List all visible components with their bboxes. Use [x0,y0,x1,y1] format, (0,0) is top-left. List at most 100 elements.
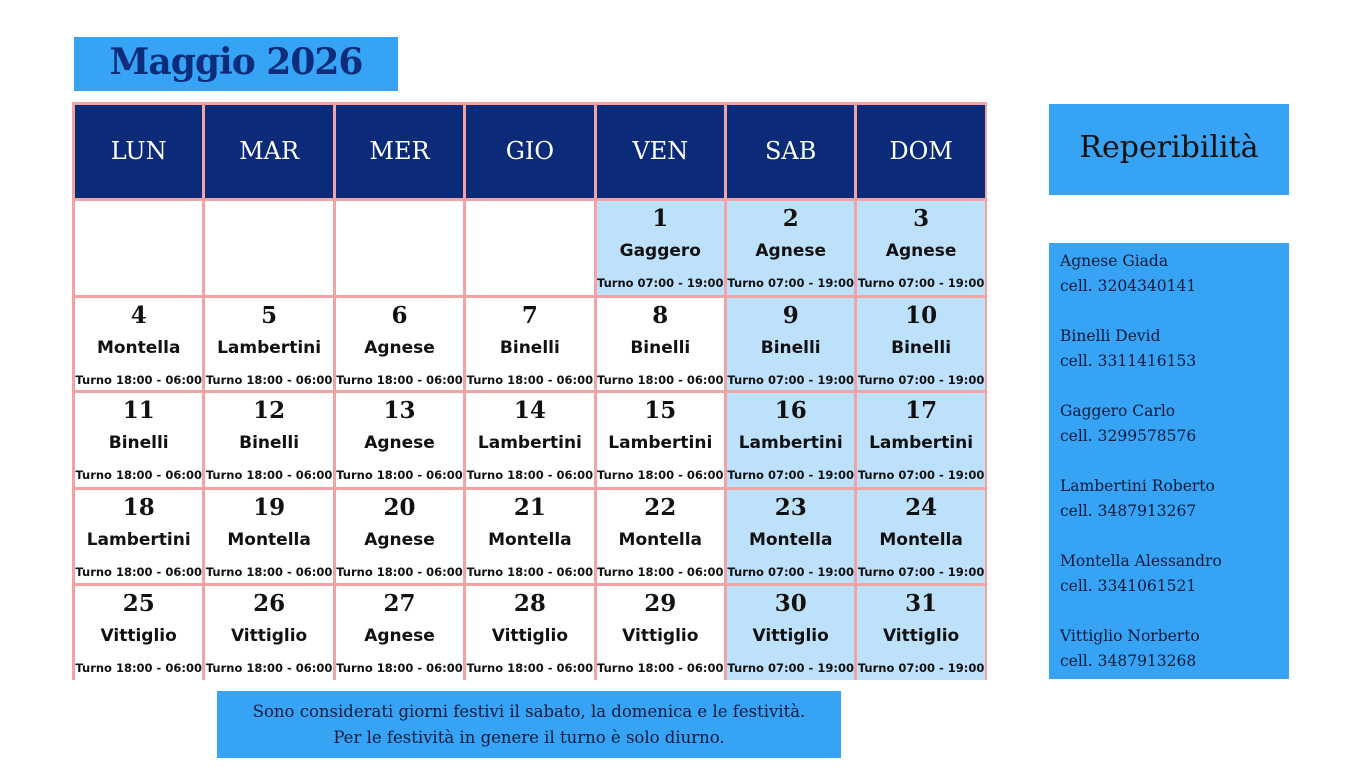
calendar-grid: LUN MAR MER GIO VEN SAB DOM 1 Gaggero Turno 07:00… [72,102,987,680]
shift-time: Turno 18:00 - 06:00 [336,373,463,387]
shift-time: Turno 18:00 - 06:00 [336,565,463,579]
day-cell: 19 Montella Turno 18:00 - 06:00 [205,490,333,583]
day-number: 10 [905,302,938,329]
shift-time: Turno 18:00 - 06:00 [205,661,333,675]
day-number: 12 [253,397,286,424]
day-number: 17 [905,397,938,424]
contact-phone: cell. 3299578576 [1060,427,1197,445]
day-cell: 21 Montella Turno 18:00 - 06:00 [466,490,594,583]
shift-time: Turno 18:00 - 06:00 [466,565,594,579]
shift-time: Turno 18:00 - 06:00 [466,661,594,675]
contact-name: Montella Alessandro [1060,552,1222,570]
day-cell: 9 Binelli Turno 07:00 - 19:00 [727,298,855,390]
contact-phone: cell. 3487913268 [1060,652,1197,670]
day-cell: 28 Vittiglio Turno 18:00 - 06:00 [466,586,594,680]
on-call-name: Binelli [891,338,952,358]
contact: Binelli Devid cell. 3311416153 [1060,324,1278,399]
day-number: 7 [521,302,538,329]
on-call-name: Binelli [239,433,300,453]
day-cell: 23 Montella Turno 07:00 - 19:00 [727,490,855,583]
day-number: 24 [905,494,938,521]
day-number: 25 [122,590,155,617]
shift-time: Turno 07:00 - 19:00 [857,661,985,675]
day-number: 14 [513,397,546,424]
day-cell: 16 Lambertini Turno 07:00 - 19:00 [727,393,855,487]
day-number: 2 [782,205,799,232]
day-cell: 10 Binelli Turno 07:00 - 19:00 [857,298,985,390]
day-cell: 22 Montella Turno 18:00 - 06:00 [596,490,724,583]
shift-time: Turno 18:00 - 06:00 [205,373,333,387]
day-cell: 4 Montella Turno 18:00 - 06:00 [75,298,203,390]
on-call-name: Agnese [755,241,826,261]
day-cell: 29 Vittiglio Turno 18:00 - 06:00 [596,586,724,680]
contact-name: Gaggero Carlo [1060,402,1176,420]
shift-time: Turno 07:00 - 19:00 [727,661,854,675]
day-cell [75,201,203,295]
shift-time: Turno 07:00 - 19:00 [727,565,854,579]
day-cell: 2 Agnese Turno 07:00 - 19:00 [727,201,855,295]
day-number: 3 [913,205,930,232]
shift-time: Turno 18:00 - 06:00 [75,565,202,579]
day-cell [335,201,464,295]
contact-list: Agnese Giada cell. 3204340141 Binelli Devi… [1049,243,1289,679]
contact: Lambertini Roberto cell. 3487913267 [1060,474,1278,549]
shift-time: Turno 07:00 - 19:00 [857,565,985,579]
day-number: 19 [253,494,286,521]
day-cell: 14 Lambertini Turno 18:00 - 06:00 [466,393,594,487]
day-number: 22 [644,494,677,521]
on-call-name: Agnese [364,433,435,453]
day-number: 6 [391,302,408,329]
day-cell: 17 Lambertini Turno 07:00 - 19:00 [857,393,985,487]
day-number: 30 [774,590,807,617]
contact-phone: cell. 3487913267 [1060,502,1197,520]
weekday-header: GIO [466,105,594,198]
weekday-header: LUN [75,105,203,198]
day-cell: 25 Vittiglio Turno 18:00 - 06:00 [75,586,203,680]
day-cell: 8 Binelli Turno 18:00 - 06:00 [596,298,724,390]
shift-time: Turno 07:00 - 19:00 [857,276,985,290]
day-number: 11 [122,397,155,424]
on-call-name: Lambertini [477,433,582,453]
day-cell: 20 Agnese Turno 18:00 - 06:00 [335,490,464,583]
shift-time: Turno 18:00 - 06:00 [597,468,724,482]
day-cell: 18 Lambertini Turno 18:00 - 06:00 [75,490,203,583]
shift-time: Turno 18:00 - 06:00 [597,565,724,579]
day-number: 4 [130,302,147,329]
day-number: 21 [513,494,546,521]
day-number: 26 [253,590,286,617]
shift-time: Turno 07:00 - 19:00 [597,276,724,290]
on-call-name: Agnese [364,530,435,550]
on-call-name: Binelli [108,433,169,453]
day-number: 16 [774,397,807,424]
on-call-name: Montella [618,530,703,550]
sidebar-title: Reperibilità [1049,104,1289,195]
shift-time: Turno 07:00 - 19:00 [727,373,854,387]
weekday-header: MER [335,105,464,198]
day-cell: 3 Agnese Turno 07:00 - 19:00 [857,201,985,295]
shift-time: Turno 18:00 - 06:00 [466,468,594,482]
day-cell [466,201,594,295]
contact-name: Binelli Devid [1060,327,1161,345]
contact: Vittiglio Norberto cell. 3487913268 [1060,624,1278,699]
day-cell: 24 Montella Turno 07:00 - 19:00 [857,490,985,583]
day-number: 27 [383,590,416,617]
shift-time: Turno 18:00 - 06:00 [466,373,594,387]
contact-phone: cell. 3341061521 [1060,577,1197,595]
day-number: 29 [644,590,677,617]
weekday-header: VEN [596,105,724,198]
day-cell: 13 Agnese Turno 18:00 - 06:00 [335,393,464,487]
day-number: 23 [774,494,807,521]
on-call-name: Montella [879,530,963,550]
on-call-name: Agnese [885,241,957,261]
shift-time: Turno 18:00 - 06:00 [597,373,724,387]
on-call-name: Vittiglio [752,626,829,646]
contact-name: Vittiglio Norberto [1060,627,1200,645]
on-call-name: Vittiglio [882,626,960,646]
contact-name: Agnese Giada [1060,252,1169,270]
day-cell: 7 Binelli Turno 18:00 - 06:00 [466,298,594,390]
contact-phone: cell. 3204340141 [1060,277,1197,295]
on-call-name: Binelli [630,338,691,358]
day-number: 18 [122,494,155,521]
day-number: 13 [383,397,416,424]
